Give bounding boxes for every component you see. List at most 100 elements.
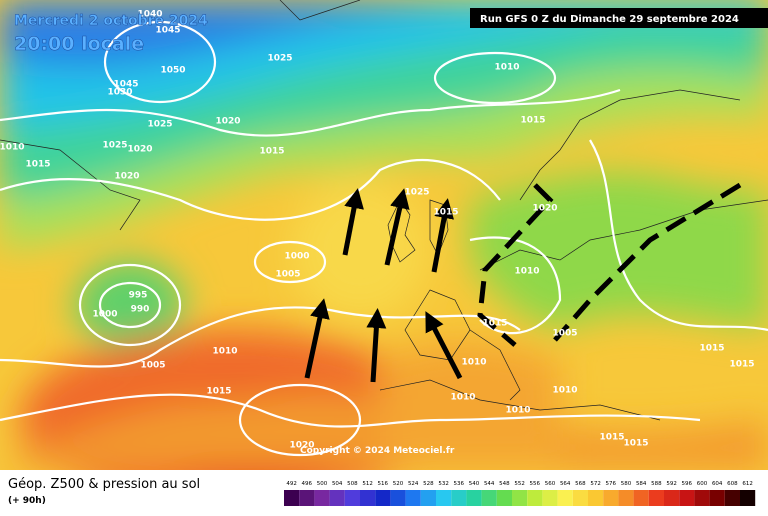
isobar-label: 1010 bbox=[514, 267, 539, 277]
colorbar-label: 608 bbox=[727, 481, 738, 487]
isobar-label: 1025 bbox=[404, 188, 429, 198]
colorbar-label: 592 bbox=[666, 481, 677, 487]
isobar-label: 1015 bbox=[25, 160, 50, 170]
color-swatch bbox=[588, 490, 604, 506]
colorbar-label: 588 bbox=[651, 481, 662, 487]
color-swatch bbox=[724, 490, 740, 506]
colorbar-label: 500 bbox=[317, 481, 328, 487]
colorbar-label: 556 bbox=[530, 481, 541, 487]
isobars bbox=[0, 20, 768, 457]
colorbar-label: 496 bbox=[302, 481, 313, 487]
isobar-label: 1020 bbox=[532, 204, 557, 214]
isobar-label: 1005 bbox=[552, 329, 577, 339]
isobar-label: 1020 bbox=[289, 441, 314, 451]
colorbar-label: 524 bbox=[408, 481, 419, 487]
isobar-label: 1010 bbox=[552, 386, 577, 396]
isobar-label: 1010 bbox=[461, 358, 486, 368]
isobar-label: 1020 bbox=[127, 145, 152, 155]
isobar-label: 1045 bbox=[155, 26, 180, 36]
colorbar-label: 512 bbox=[362, 481, 373, 487]
color-swatch bbox=[466, 490, 482, 506]
color-swatch bbox=[557, 490, 573, 506]
color-swatch bbox=[572, 490, 588, 506]
flow-arrows bbox=[304, 188, 463, 383]
colorbar-label: 548 bbox=[499, 481, 510, 487]
color-swatch bbox=[314, 490, 330, 506]
isobar-label: 1010 bbox=[0, 143, 25, 153]
color-swatch bbox=[740, 490, 756, 506]
isobar-label: 1000 bbox=[284, 252, 309, 262]
isobar-label: 1015 bbox=[206, 387, 231, 397]
isobar-label: 1020 bbox=[114, 172, 139, 182]
isobar-label: 1015 bbox=[520, 116, 545, 126]
isobar-label: 1010 bbox=[450, 393, 475, 403]
colorbar-label: 584 bbox=[636, 481, 647, 487]
color-swatch bbox=[405, 490, 421, 506]
isobar-label: 1025 bbox=[147, 120, 172, 130]
colorbar-label: 612 bbox=[742, 481, 753, 487]
copyright: Copyright © 2024 Meteociel.fr bbox=[300, 446, 455, 456]
isobar-label: 1000 bbox=[92, 310, 117, 320]
coastlines bbox=[0, 0, 768, 421]
color-swatch bbox=[618, 490, 634, 506]
color-swatch bbox=[709, 490, 725, 506]
isobar-label: 1015 bbox=[599, 433, 624, 443]
local-time: 20:00 locale bbox=[14, 33, 144, 55]
colorbar-label: 552 bbox=[514, 481, 525, 487]
date: Mercredi 2 octobre 2024 bbox=[14, 13, 208, 29]
color-swatch bbox=[648, 490, 664, 506]
isobar-label: 1040 bbox=[137, 10, 162, 20]
isobar-label: 1015 bbox=[482, 319, 507, 329]
colorbar-label: 600 bbox=[697, 481, 708, 487]
colorbar-label: 540 bbox=[469, 481, 480, 487]
colorbar-label: 516 bbox=[378, 481, 389, 487]
isobar-label: 1015 bbox=[699, 344, 724, 354]
isobar-label: 1050 bbox=[160, 66, 185, 76]
colorbar-label: 596 bbox=[682, 481, 693, 487]
trough-lines bbox=[477, 182, 742, 347]
color-swatch bbox=[633, 490, 649, 506]
isobar-label: 1015 bbox=[729, 360, 754, 370]
colorbar: 492 496 500 504 508 512 516 520 524 528 532 536 540 5… bbox=[284, 481, 756, 506]
color-swatch bbox=[284, 490, 300, 506]
color-swatch bbox=[679, 490, 695, 506]
colorbar-label: 572 bbox=[590, 481, 601, 487]
colorbar-label: 528 bbox=[423, 481, 434, 487]
colorbar-label: 508 bbox=[347, 481, 358, 487]
color-swatch bbox=[527, 490, 543, 506]
color-swatch bbox=[329, 490, 345, 506]
footer-title: Géop. Z500 & pression au sol bbox=[8, 477, 200, 492]
colorbar-label: 544 bbox=[484, 481, 495, 487]
isobar-label: 1015 bbox=[433, 208, 458, 218]
isobar-label: 1025 bbox=[267, 54, 292, 64]
colorbar-label: 580 bbox=[621, 481, 632, 487]
isobar-label: 1015 bbox=[623, 439, 648, 449]
isobar-label: 1005 bbox=[140, 361, 165, 371]
colorbar-label: 520 bbox=[393, 481, 404, 487]
isobar-label: 995 bbox=[129, 291, 148, 301]
isobar-label: 1005 bbox=[275, 270, 300, 280]
color-swatch bbox=[344, 490, 360, 506]
color-swatch bbox=[390, 490, 406, 506]
color-swatch bbox=[299, 490, 315, 506]
colorbar-label: 492 bbox=[286, 481, 297, 487]
run-info: Run GFS 0 Z du Dimanche 29 septembre 202… bbox=[480, 14, 739, 25]
color-swatch bbox=[360, 490, 376, 506]
color-swatch bbox=[420, 490, 436, 506]
isobar-label: 1010 bbox=[505, 406, 530, 416]
color-swatch bbox=[694, 490, 710, 506]
color-swatch bbox=[481, 490, 497, 506]
isobar-label: 1045 bbox=[113, 80, 138, 90]
color-swatch bbox=[436, 490, 452, 506]
isobar-label: 1020 bbox=[215, 117, 240, 127]
color-swatch bbox=[512, 490, 528, 506]
colorbar-label: 564 bbox=[560, 481, 571, 487]
run-box bbox=[470, 8, 768, 28]
color-swatch bbox=[496, 490, 512, 506]
colorbar-label: 576 bbox=[606, 481, 617, 487]
lead-time: (+ 90h) bbox=[8, 496, 46, 506]
color-swatch bbox=[375, 490, 391, 506]
isobar-label: 1030 bbox=[107, 88, 132, 98]
